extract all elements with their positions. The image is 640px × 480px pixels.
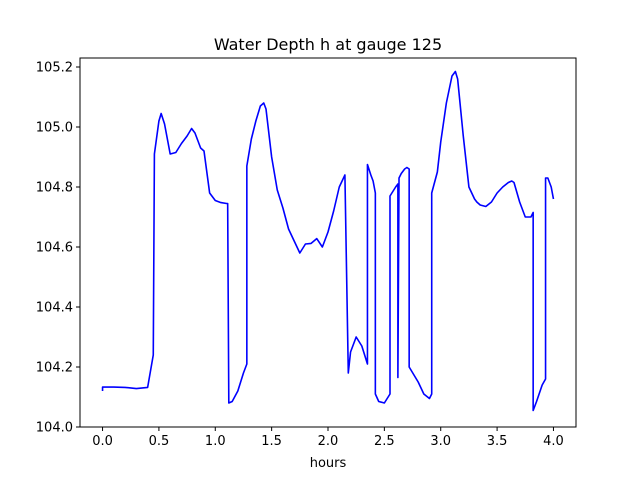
x-tick-label: 3.5 (487, 434, 508, 449)
y-tick-label: 105.0 (36, 121, 73, 136)
y-tick-label: 104.8 (36, 181, 73, 196)
x-tick-label: 2.5 (374, 434, 395, 449)
x-tick-label: 4.0 (543, 434, 564, 449)
x-axis-label: hours (310, 456, 347, 471)
y-tick-label: 104.0 (36, 421, 73, 436)
y-tick-label: 104.2 (36, 361, 73, 376)
chart-title: Water Depth h at gauge 125 (214, 35, 442, 54)
y-tick-label: 105.2 (36, 61, 73, 76)
x-axis: 0.0 0.5 1.0 1.5 2.0 2.5 3.0 3.5 4.0 (92, 427, 564, 449)
y-tick-label: 104.4 (36, 301, 73, 316)
x-tick-label: 1.5 (261, 434, 282, 449)
x-tick-label: 3.0 (430, 434, 451, 449)
y-axis: 104.0 104.2 104.4 104.6 104.8 105.0 105.2 (36, 61, 80, 436)
y-tick-label: 104.6 (36, 241, 73, 256)
plot-area (101, 70, 555, 412)
x-tick-label: 2.0 (318, 434, 339, 449)
x-tick-label: 0.5 (149, 434, 170, 449)
x-tick-label: 0.0 (92, 434, 113, 449)
x-tick-label: 1.0 (205, 434, 226, 449)
series-line-1 (101, 70, 555, 412)
